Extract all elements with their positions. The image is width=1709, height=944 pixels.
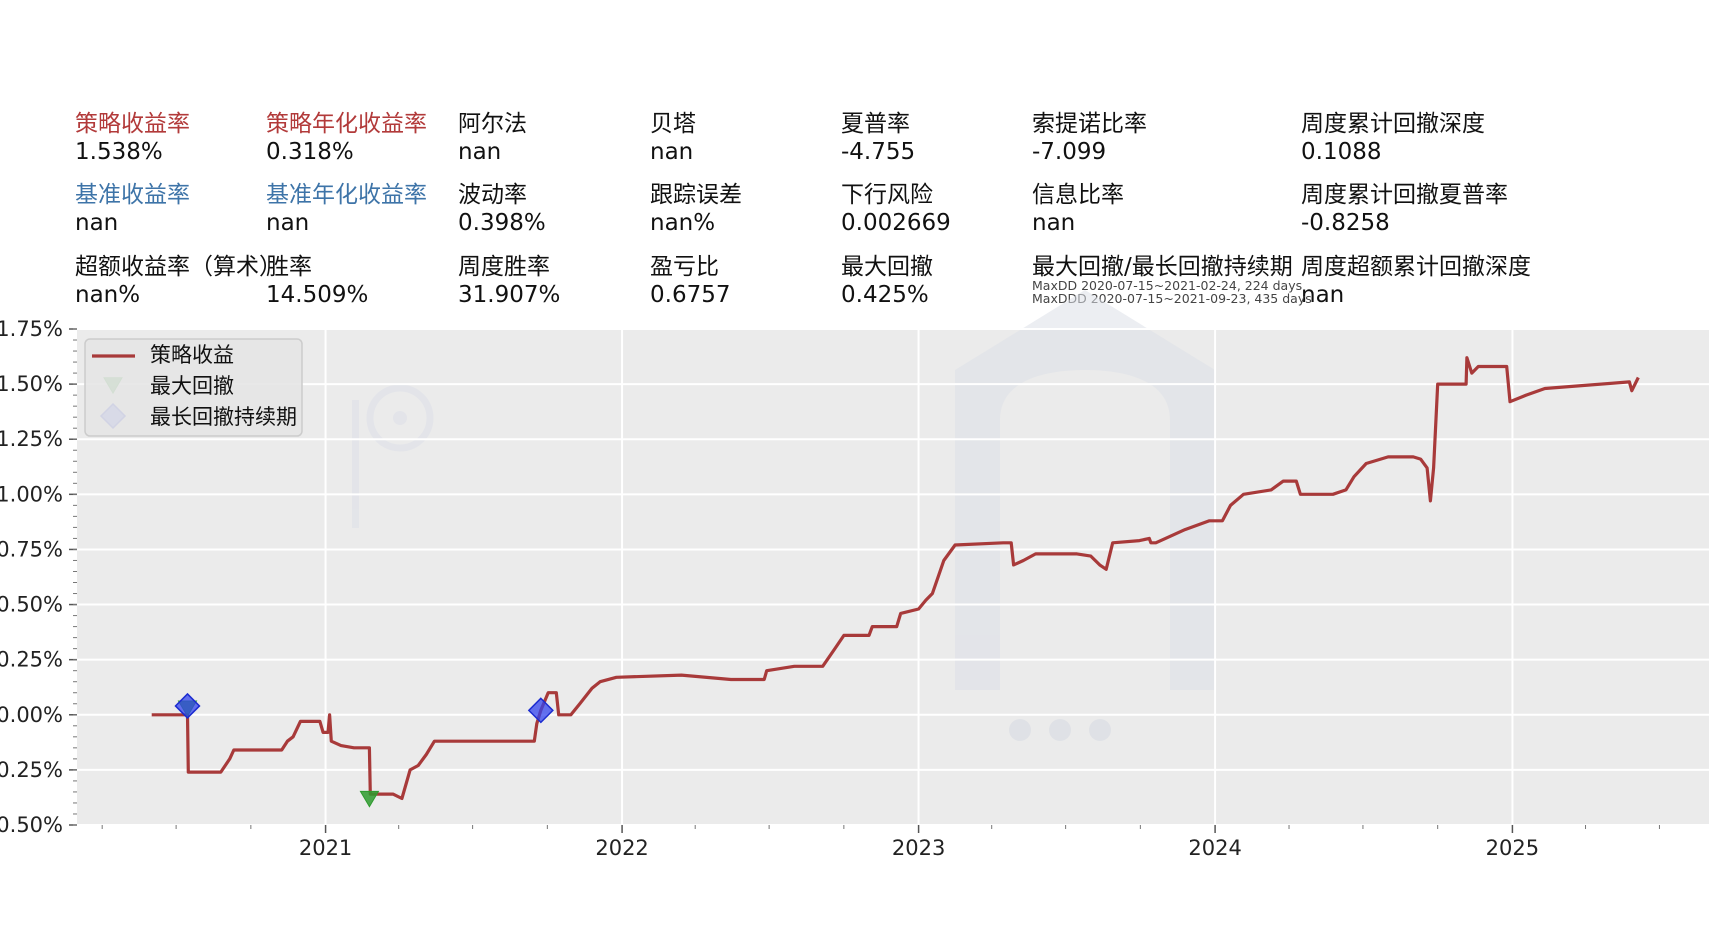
x-tick-label: 2022: [595, 836, 648, 860]
metric-value: -4.755: [841, 139, 916, 165]
max-drawdown-marker: [359, 790, 380, 808]
metric-label: 基准年化收益率: [266, 182, 427, 208]
maxdd-note: MaxDD 2020-07-15~2021-02-24, 224 days: [1032, 278, 1303, 293]
metric-value: 1.538%: [75, 139, 163, 165]
metric-label: 盈亏比: [650, 254, 719, 280]
metric-label: 周度累计回撤夏普率: [1301, 182, 1508, 208]
grid-lines: [77, 328, 1709, 826]
metric-label: 下行风险: [841, 182, 933, 208]
metric-cell: 胜率 14.509%: [266, 253, 368, 309]
strategy-return-line: [151, 356, 1640, 801]
metric-cell: 策略收益率 1.538%: [75, 110, 190, 166]
metric-label: 周度胜率: [458, 254, 550, 280]
y-axis: 1.75% 1.50% 1.25% 1.00% 0.75% 0.50% 0.25% 0.00%…: [0, 317, 77, 837]
metric-value: nan%: [75, 282, 141, 308]
metric-value: 0.398%: [458, 210, 546, 236]
plot-area: [77, 329, 1709, 825]
y-tick-label: 1.25%: [0, 427, 63, 451]
metric-cell: 跟踪误差 nan%: [650, 181, 742, 237]
legend-label: 最长回撤持续期: [150, 405, 297, 429]
metric-cell: 周度超额累计回撤深度 nan: [1301, 253, 1531, 309]
y-tick-label: 0.00%: [0, 703, 63, 727]
x-tick-label: 2025: [1486, 836, 1539, 860]
metric-value: nan: [266, 210, 310, 236]
metric-cell: 周度累计回撤夏普率 -0.8258: [1301, 181, 1508, 237]
metric-label: 波动率: [458, 182, 527, 208]
metric-label: 信息比率: [1032, 182, 1124, 208]
y-tick-label: 0.50%: [0, 593, 63, 617]
x-tick-label: 2024: [1188, 836, 1241, 860]
metric-value: 31.907%: [458, 282, 561, 308]
legend-box: [84, 338, 303, 437]
metric-cell: 阿尔法 nan: [458, 110, 527, 166]
y-tick-label: 0.75%: [0, 537, 63, 561]
y-tick-label: 0.50%: [0, 813, 63, 837]
metric-label: 周度累计回撤深度: [1301, 111, 1485, 137]
metric-value: nan: [1301, 282, 1345, 308]
legend-label: 策略收益: [150, 343, 234, 367]
metric-label: 跟踪误差: [650, 182, 742, 208]
metric-value: -7.099: [1032, 139, 1107, 165]
metric-label: 阿尔法: [458, 111, 527, 137]
metric-cell: 周度胜率 31.907%: [458, 253, 560, 309]
y-tick-label: 1.75%: [0, 317, 63, 341]
metric-cell: 夏普率 -4.755: [841, 110, 915, 166]
metric-value: nan: [650, 139, 694, 165]
metric-value: nan: [75, 210, 119, 236]
metric-label: 策略收益率: [75, 111, 190, 137]
x-axis: 2021 2022 2023 2024 2025: [101, 825, 1660, 860]
metric-value: -0.8258: [1301, 210, 1390, 236]
metric-cell: 最大回撤/最长回撤持续期: [1032, 253, 1293, 281]
longest-drawdown-marker: [527, 697, 554, 724]
y-tick-label: 1.00%: [0, 482, 63, 506]
y-tick-label: 0.25%: [0, 648, 63, 672]
metric-label: 最大回撤: [841, 254, 933, 280]
metric-value: 0.318%: [266, 139, 354, 165]
metric-value: nan: [458, 139, 502, 165]
metric-value: 0.6757: [650, 282, 731, 308]
metric-value: 0.425%: [841, 282, 929, 308]
metric-cell: 超额收益率（算术） nan%: [75, 253, 282, 309]
metric-value: nan%: [650, 210, 716, 236]
metric-cell: 索提诺比率 -7.099: [1032, 110, 1147, 166]
metric-cell: 信息比率 nan: [1032, 181, 1124, 237]
metric-value: nan: [1032, 210, 1076, 236]
legend-label: 最大回撤: [150, 374, 234, 398]
y-tick-label: 1.50%: [0, 372, 63, 396]
metric-cell: 基准收益率 nan: [75, 181, 190, 237]
x-tick-label: 2023: [892, 836, 945, 860]
x-tick-label: 2021: [299, 836, 352, 860]
metric-label: 索提诺比率: [1032, 111, 1147, 137]
metric-cell: 下行风险 0.002669: [841, 181, 951, 237]
metric-cell: 波动率 0.398%: [458, 181, 546, 237]
metric-cell: 贝塔 nan: [650, 110, 696, 166]
metric-cell: 策略年化收益率 0.318%: [266, 110, 427, 166]
metric-cell: 基准年化收益率 nan: [266, 181, 427, 237]
y-tick-label: 0.25%: [0, 758, 63, 782]
metric-label: 周度超额累计回撤深度: [1301, 254, 1531, 280]
metric-value: 14.509%: [266, 282, 369, 308]
metric-label: 最大回撤/最长回撤持续期: [1032, 254, 1293, 280]
metric-label: 贝塔: [650, 111, 696, 137]
metric-label: 夏普率: [841, 111, 910, 137]
watermark-logo: [352, 290, 1215, 741]
metric-label: 基准收益率: [75, 182, 190, 208]
series-group: [151, 356, 1640, 801]
metric-label: 胜率: [266, 254, 312, 280]
metric-cell: 盈亏比 0.6757: [650, 253, 730, 309]
metric-label: 策略年化收益率: [266, 111, 427, 137]
metric-cell: 周度累计回撤深度 0.1088: [1301, 110, 1485, 166]
longest-drawdown-marker: [174, 692, 201, 720]
metric-value: 0.002669: [841, 210, 951, 236]
metric-label: 超额收益率（算术）: [75, 254, 282, 280]
metric-value: 0.1088: [1301, 139, 1382, 165]
metric-cell: 最大回撤 0.425%: [841, 253, 933, 309]
